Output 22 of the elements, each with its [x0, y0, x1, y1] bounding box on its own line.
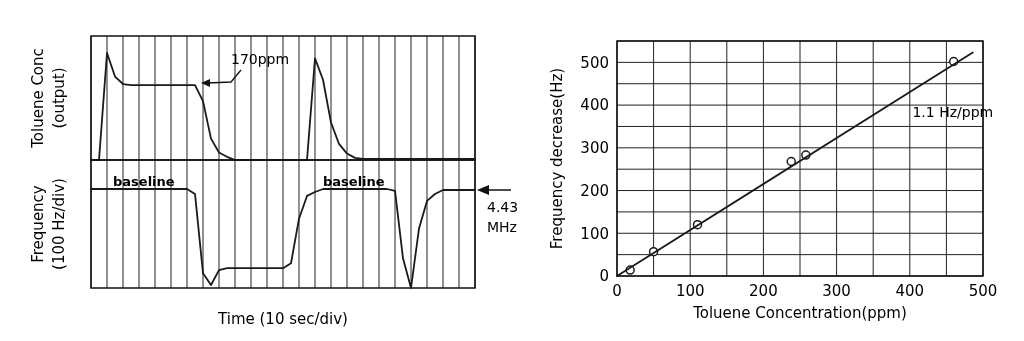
annotation: baseline — [113, 174, 175, 189]
y-tick-label: 300 — [580, 139, 609, 158]
point — [786, 156, 796, 167]
y-tick-label: 0 — [599, 267, 609, 286]
x-tick-label: 0 — [612, 282, 622, 300]
x-axis-title: Time (10 sec/div) — [217, 310, 348, 328]
y-axis-title: Frequency decrease(Hz) — [548, 67, 566, 250]
x-axis-title: Toluene Concentration(ppm) — [692, 304, 907, 322]
y-tick-label: 400 — [580, 96, 609, 115]
y-tick-label: 100 — [580, 224, 609, 243]
annotation: 170ppm — [231, 51, 290, 67]
y-axis-title: Frequency (100 Hz/div) — [29, 178, 68, 270]
text: 4.43 MHz — [487, 199, 519, 235]
y-axis-title: Toluene Conc (output) — [29, 48, 68, 149]
annotation: baseline — [323, 174, 385, 189]
x-tick-label: 500 — [968, 282, 998, 300]
x-tick-label: 100 — [675, 282, 705, 300]
x-tick-label: 400 — [895, 282, 925, 300]
y-tick-label: 500 — [580, 53, 609, 72]
y-tick-label: 200 — [580, 181, 609, 200]
x-tick-label: 300 — [822, 282, 851, 300]
x-tick-label: 200 — [749, 282, 778, 300]
